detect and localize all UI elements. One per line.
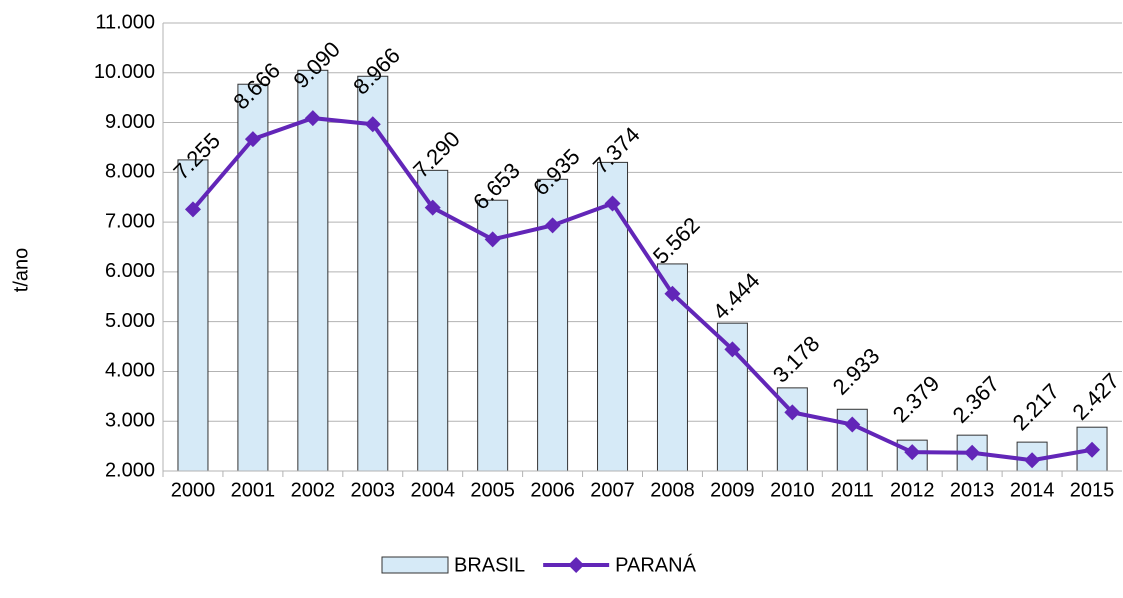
data-label: 4.444: [708, 268, 765, 325]
marker: [664, 285, 681, 302]
marker: [964, 444, 981, 461]
x-tick-label: 2015: [1070, 479, 1115, 501]
x-tick-label: 2000: [171, 479, 216, 501]
y-tick-label: 8.000: [105, 161, 155, 183]
y-tick-label: 4.000: [105, 360, 155, 382]
marker: [1084, 441, 1101, 458]
bar: [357, 75, 389, 472]
y-tick-label: 6.000: [105, 260, 155, 282]
bar: [297, 69, 329, 472]
x-tick-label: 2012: [890, 479, 935, 501]
marker: [304, 110, 321, 127]
legend-marker: [568, 557, 585, 573]
marker: [364, 116, 381, 133]
data-label: 2.217: [1008, 379, 1065, 436]
marker: [244, 131, 261, 148]
x-tick-label: 2013: [950, 479, 995, 501]
marker: [844, 416, 861, 433]
y-tick-label: 2.000: [105, 459, 155, 481]
data-label: 2.427: [1068, 368, 1123, 425]
data-label: 2.379: [888, 371, 945, 428]
marker: [544, 217, 561, 234]
y-tick-label: 9.000: [105, 111, 155, 133]
legend-label: PARANÁ: [615, 553, 696, 576]
x-tick-label: 2003: [351, 479, 396, 501]
marker: [184, 201, 201, 218]
data-label: 5.562: [648, 212, 705, 269]
legend-swatch: [381, 556, 449, 574]
marker: [604, 195, 621, 212]
marker: [424, 199, 441, 216]
y-tick-label: 5.000: [105, 310, 155, 332]
marker: [904, 444, 921, 461]
data-label: 3.178: [768, 331, 825, 388]
x-tick-label: 2002: [291, 479, 336, 501]
marker: [1024, 452, 1041, 469]
x-tick-label: 2011: [831, 479, 874, 501]
line: [191, 116, 1093, 463]
y-tick-label: 3.000: [105, 410, 155, 432]
bar: [597, 161, 629, 472]
x-tick-label: 2007: [590, 479, 635, 501]
y-tick-label: 10.000: [94, 61, 155, 83]
x-tick-label: 2008: [650, 479, 695, 501]
x-tick-label: 2010: [770, 479, 815, 501]
y-tick-label: 11.000: [95, 11, 155, 33]
x-tick-label: 2005: [470, 479, 515, 501]
data-label: 2.367: [948, 371, 1005, 428]
bar: [417, 169, 449, 472]
y-tick-label: 7.000: [105, 210, 155, 232]
legend-label: BRASIL: [454, 554, 525, 576]
x-tick-label: 2001: [231, 479, 276, 501]
x-tick-label: 2014: [1010, 479, 1055, 501]
marker: [724, 341, 741, 358]
y-axis-label: t/ano: [10, 248, 32, 292]
x-tick-label: 2006: [530, 479, 575, 501]
marker: [784, 404, 801, 421]
marker: [484, 231, 501, 248]
x-tick-label: 2009: [710, 479, 755, 501]
x-tick-label: 2004: [410, 479, 455, 501]
